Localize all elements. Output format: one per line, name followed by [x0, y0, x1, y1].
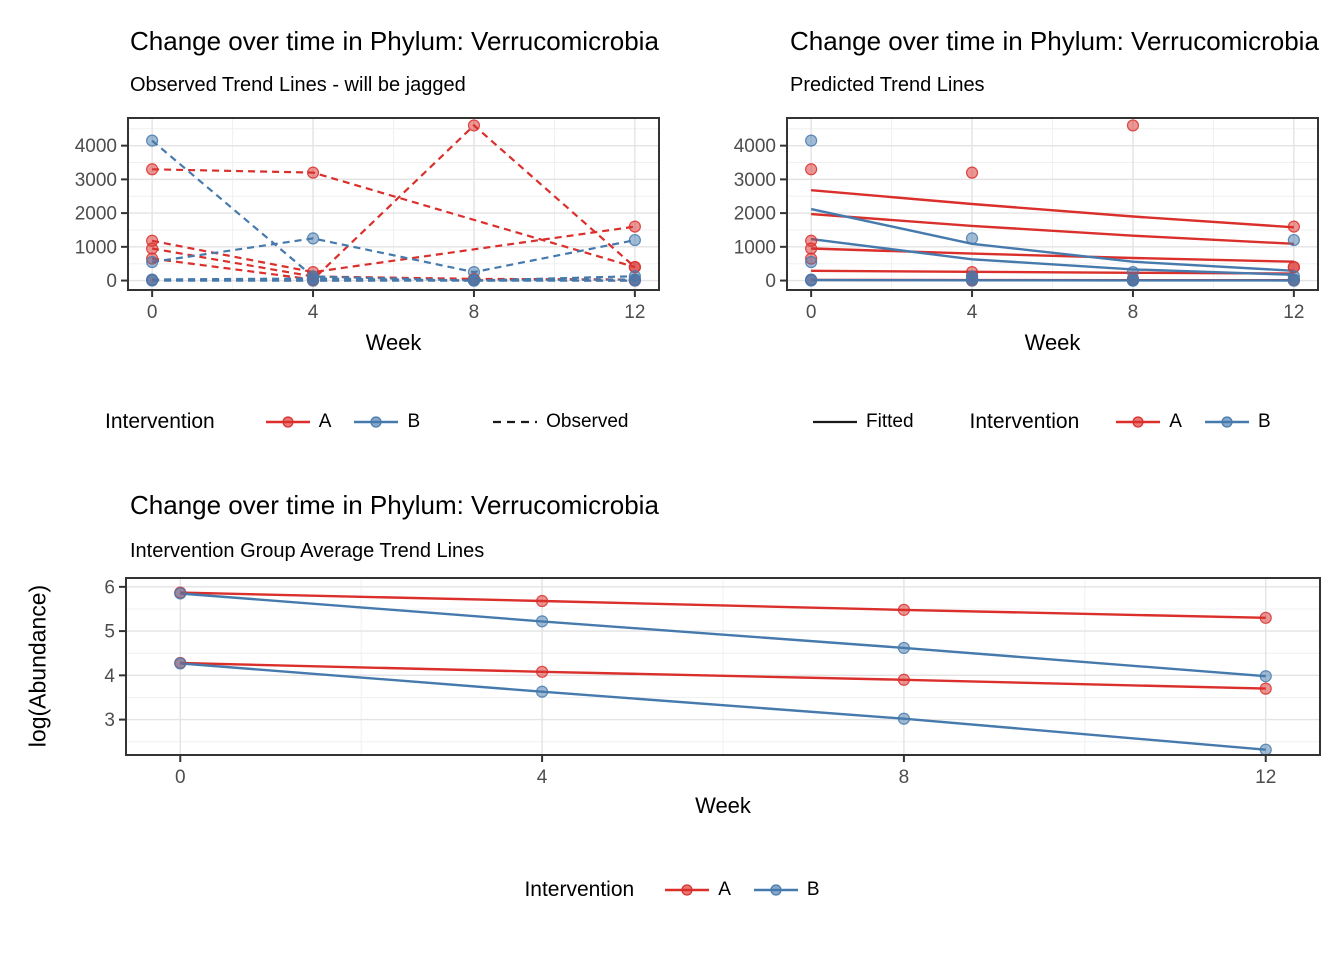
svg-text:0: 0	[147, 302, 158, 323]
legend-average-chart: Intervention A B	[0, 878, 1344, 902]
svg-text:1000: 1000	[734, 237, 776, 258]
legend-title: Intervention	[105, 410, 215, 433]
legend-label-b: B	[806, 879, 820, 900]
svg-text:3000: 3000	[734, 170, 776, 191]
x-axis-title: Week	[1024, 330, 1081, 355]
svg-text:4: 4	[308, 302, 319, 323]
svg-text:12: 12	[1255, 767, 1276, 788]
legend-label-a: A	[318, 411, 332, 432]
svg-text:12: 12	[1283, 302, 1304, 323]
legend-observed-chart: Intervention A B Observed	[105, 410, 629, 434]
svg-text:4: 4	[104, 666, 115, 687]
legend-item-intervention-b: B	[1204, 411, 1271, 433]
svg-text:4000: 4000	[75, 136, 117, 157]
svg-text:8: 8	[1128, 302, 1139, 323]
svg-text:0: 0	[106, 271, 117, 292]
chart-title: Change over time in Phylum: Verrucomicro…	[130, 26, 659, 56]
average-plot-area: 0 4 8 12 3 4 5 6	[104, 577, 1321, 788]
line-dot-key-icon	[665, 884, 710, 896]
legend-item-observed-linetype: Observed	[492, 411, 629, 433]
legend-label-b: B	[1257, 411, 1271, 432]
line-dot-key-icon	[753, 884, 798, 896]
svg-text:2000: 2000	[75, 204, 117, 225]
chart-title: Change over time in Phylum: Verrucomicro…	[790, 26, 1319, 56]
svg-text:0: 0	[806, 302, 817, 323]
legend-item-intervention-a: A	[1115, 411, 1182, 433]
legend-item-intervention-a: A	[265, 411, 332, 433]
svg-text:3000: 3000	[75, 170, 117, 191]
legend-predicted-chart: Fitted Intervention A B	[812, 410, 1271, 434]
legend-label-a: A	[1169, 411, 1182, 432]
x-axis-title: Week	[365, 330, 422, 355]
svg-text:6: 6	[104, 577, 115, 598]
predicted-trend-chart: Change over time in Phylum: Verrucomicro…	[672, 0, 1344, 460]
svg-text:0: 0	[765, 271, 776, 292]
x-axis-title: Week	[695, 793, 751, 818]
chart-title: Change over time in Phylum: Verrucomicro…	[130, 490, 659, 520]
svg-text:12: 12	[624, 302, 645, 323]
observed-plot-area: 0 4 8 12 0 1000 2000 3000 4000	[75, 117, 660, 323]
legend-item-fitted-linetype: Fitted	[812, 411, 914, 433]
svg-text:8: 8	[469, 302, 480, 323]
legend-label-fitted: Fitted	[866, 411, 914, 432]
legend-title: Intervention	[969, 410, 1080, 433]
predicted-plot-area: 0 4 8 12 0 1000 2000 3000 4000	[734, 117, 1319, 323]
chart-subtitle: Predicted Trend Lines	[790, 74, 985, 96]
svg-text:5: 5	[104, 622, 115, 643]
solid-line-key-icon	[813, 420, 857, 424]
line-dot-key-icon	[1116, 416, 1161, 428]
observed-trend-chart: Change over time in Phylum: Verrucomicro…	[0, 0, 672, 460]
legend-title: Intervention	[524, 878, 635, 901]
svg-text:2000: 2000	[734, 204, 776, 225]
chart-subtitle: Observed Trend Lines - will be jagged	[130, 74, 466, 96]
svg-text:0: 0	[175, 767, 186, 788]
svg-text:4: 4	[967, 302, 978, 323]
legend-label-a: A	[718, 879, 731, 900]
line-dot-key-icon	[1204, 416, 1249, 428]
chart-subtitle: Intervention Group Average Trend Lines	[130, 540, 485, 562]
legend-label-b: B	[407, 411, 421, 432]
legend-item-intervention-b: B	[353, 411, 420, 433]
svg-text:4000: 4000	[734, 136, 776, 157]
line-dot-key-icon	[354, 416, 399, 428]
svg-text:8: 8	[899, 767, 910, 788]
svg-text:3: 3	[104, 710, 115, 731]
group-average-chart: Change over time in Phylum: Verrucomicro…	[0, 460, 1344, 960]
svg-text:4: 4	[537, 767, 548, 788]
legend-item-intervention-b: B	[753, 879, 820, 901]
legend-item-intervention-a: A	[664, 879, 731, 901]
dashed-line-key-icon	[493, 420, 538, 424]
legend-label-observed: Observed	[546, 411, 629, 432]
svg-text:1000: 1000	[75, 237, 117, 258]
line-dot-key-icon	[265, 416, 310, 428]
